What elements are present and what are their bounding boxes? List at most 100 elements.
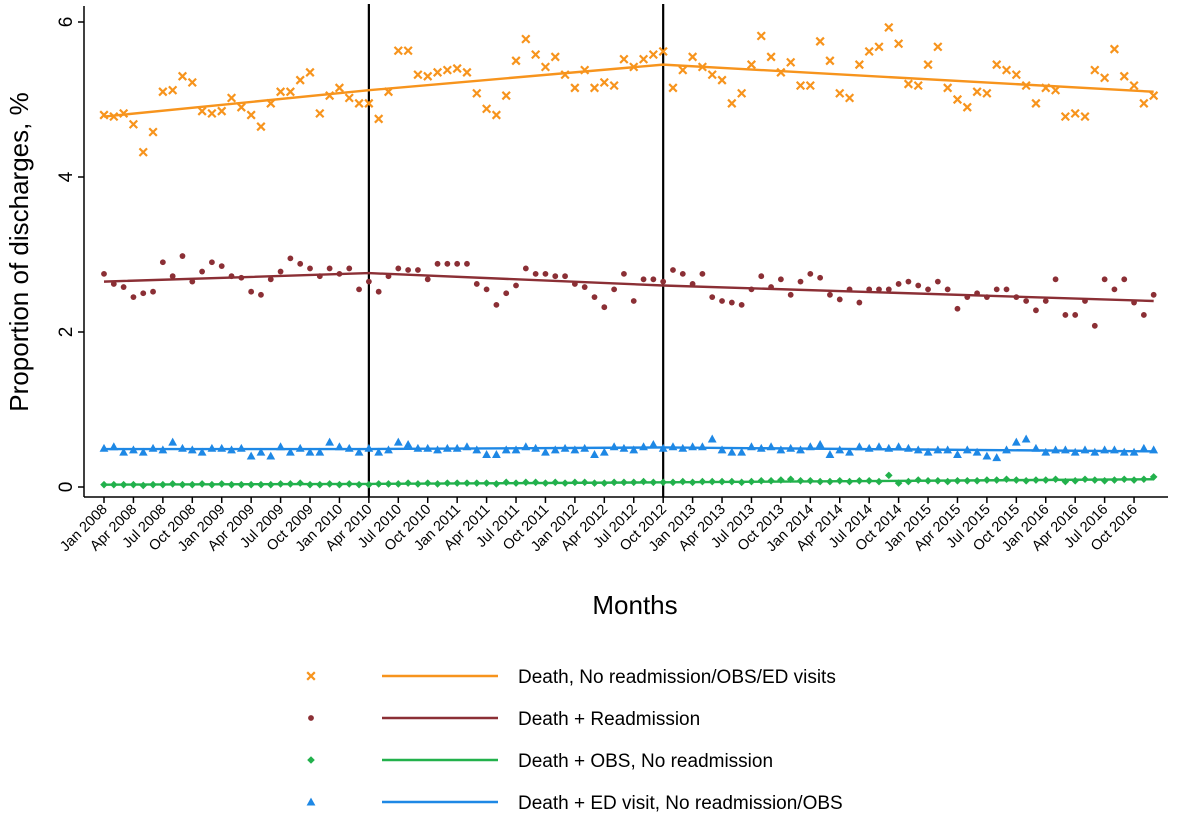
data-point: [246, 110, 256, 120]
data-point: [992, 453, 1002, 462]
data-point: [99, 110, 109, 120]
data-point: [611, 286, 618, 293]
data-point: [874, 42, 884, 52]
data-point: [589, 83, 600, 93]
data-point: [415, 267, 421, 273]
data-point: [207, 443, 217, 452]
data-point: [395, 265, 402, 272]
data-point: [276, 87, 286, 97]
data-point: [895, 281, 902, 287]
trend-line: [103, 271, 1154, 303]
data-point: [953, 450, 962, 458]
data-point: [845, 447, 854, 456]
data-point: [277, 268, 284, 275]
data-point: [609, 442, 619, 451]
data-point: [209, 259, 215, 266]
data-point: [648, 439, 658, 448]
y-axis-title: Proportion of discharges, %: [4, 92, 34, 411]
data-point: [805, 80, 815, 91]
data-point: [187, 77, 197, 88]
data-point: [954, 305, 961, 312]
series-3: [100, 471, 1158, 490]
data-point: [1052, 276, 1059, 283]
data-point: [786, 57, 796, 67]
data-point: [297, 260, 304, 267]
data-point: [375, 288, 382, 295]
data-point: [1011, 70, 1021, 80]
data-point: [925, 286, 931, 293]
data-point: [864, 46, 874, 57]
data-point: [639, 442, 648, 451]
legend-marker: [306, 797, 316, 806]
data-point: [266, 451, 276, 460]
data-point: [943, 83, 953, 93]
data-point: [933, 42, 943, 52]
legend-item: Death + OBS, No readmission: [307, 751, 773, 772]
data-point: [405, 267, 412, 273]
data-point: [817, 274, 824, 281]
data-point: [540, 62, 551, 72]
data-point: [344, 443, 354, 452]
data-point: [287, 255, 294, 262]
data-point: [413, 70, 423, 80]
data-point: [522, 265, 529, 272]
data-point: [354, 447, 364, 456]
data-point: [1150, 291, 1157, 298]
data-point: [542, 270, 549, 277]
data-point: [354, 98, 364, 108]
data-point: [570, 445, 580, 454]
y-tick-label: 0: [56, 482, 77, 493]
data-point: [120, 284, 127, 290]
data-point: [825, 450, 835, 458]
data-point: [648, 49, 658, 60]
legend-marker: [307, 756, 315, 764]
data-point: [864, 443, 874, 452]
data-point: [1109, 44, 1120, 54]
data-point: [787, 291, 794, 298]
data-point: [709, 294, 716, 301]
data-point: [915, 282, 922, 289]
data-point: [1149, 473, 1158, 481]
data-point: [1072, 312, 1079, 318]
legend-item: Death + ED visit, No readmission/OBS: [306, 793, 843, 814]
data-point: [356, 286, 362, 293]
data-point: [521, 34, 531, 44]
data-point: [570, 83, 580, 93]
data-point: [876, 286, 882, 293]
data-point: [346, 265, 353, 272]
data-point: [295, 443, 305, 452]
data-point: [168, 85, 178, 95]
data-point: [699, 270, 706, 277]
data-point: [827, 291, 833, 298]
data-point: [894, 39, 904, 49]
data-point: [482, 104, 492, 114]
data-point: [483, 286, 490, 293]
data-point: [541, 447, 550, 456]
data-point: [797, 278, 804, 285]
data-point: [1003, 286, 1010, 293]
data-point: [746, 60, 757, 70]
data-point: [472, 88, 482, 98]
data-point: [444, 260, 451, 267]
data-point: [609, 80, 619, 91]
data-point: [884, 443, 894, 452]
data-point: [562, 273, 568, 280]
data-point: [688, 442, 697, 451]
data-point: [884, 22, 894, 33]
legend-item: Death, No readmission/OBS/ED visits: [306, 667, 836, 688]
data-point: [777, 276, 784, 283]
data-point: [148, 443, 158, 452]
data-point: [492, 450, 501, 458]
data-point: [777, 476, 785, 484]
data-point: [1033, 307, 1039, 314]
legend-label: Death + Readmission: [518, 709, 700, 730]
data-point: [305, 447, 315, 456]
data-point: [934, 278, 941, 285]
data-point: [248, 288, 255, 295]
data-point: [217, 443, 227, 452]
data-point: [1129, 80, 1139, 91]
data-point: [267, 276, 274, 283]
data-point: [1100, 73, 1110, 83]
legend-marker: [308, 715, 314, 721]
data-point: [1091, 322, 1098, 329]
